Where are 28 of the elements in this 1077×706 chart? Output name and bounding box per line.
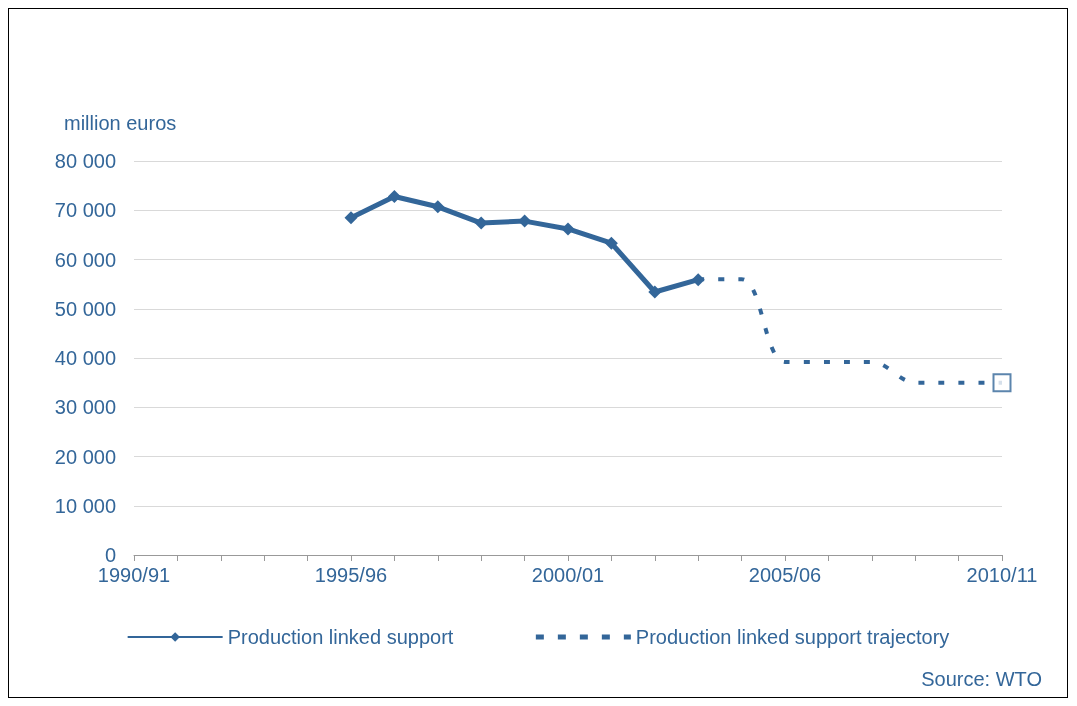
y-axis-title: million euros [64,112,177,134]
y-tick-label: 30 000 [54,396,116,419]
x-tick-label: 2000/01 [531,564,605,586]
y-tick-label: 20 000 [54,445,116,468]
point [474,216,488,230]
y-tick-label: 40 000 [54,347,116,369]
point [648,285,662,299]
legend-label: Production linked support trajectory [635,626,950,648]
y-tick-label: 50 000 [54,297,116,320]
x-tick-label: 2005/06 [748,564,822,586]
legend-label: Production linked support [227,626,454,648]
point [518,214,532,228]
point [431,200,445,214]
point [561,222,575,236]
point [992,373,1012,393]
point [387,189,401,203]
point [344,211,358,225]
x-tick-label: 1990/91 [97,564,171,586]
y-tick-label: 10 000 [54,494,116,517]
y-tick-label: 60 000 [54,248,116,271]
source-note: Source: WTO [921,668,1043,690]
x-tick-label: 1995/96 [314,564,388,586]
x-tick-label: 2010/11 [966,564,1038,586]
y-tick-label: 80 000 [54,150,116,172]
point [604,236,618,250]
y-tick-label: 70 000 [54,199,116,222]
y-tick-label: 0 [104,544,116,566]
point [691,273,705,287]
